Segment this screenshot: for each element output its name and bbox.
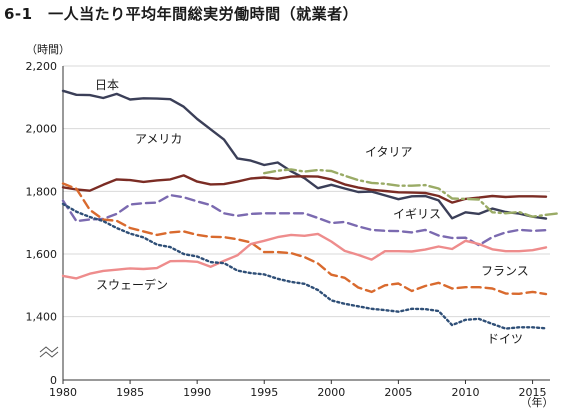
y-unit-label: （時間） <box>26 43 70 56</box>
series-label: ドイツ <box>487 332 523 346</box>
axes: 0 1,400 1,600 1,800 2,000 2,200 1980 1985 1990 19… <box>26 43 554 409</box>
x-tick-label: 2010 <box>451 386 479 399</box>
series-line-アメリカ <box>61 174 548 204</box>
series-lines <box>61 89 561 330</box>
series-line-イタリア <box>263 168 561 218</box>
x-tick-label: 2000 <box>317 386 345 399</box>
x-tick-label: 1980 <box>49 386 77 399</box>
y-tick-label: 1,600 <box>26 248 58 261</box>
page-title: 6-1 一人当たり平均年間総実労働時間（就業者） <box>4 5 359 23</box>
x-tick-label: 1990 <box>183 386 211 399</box>
series-label: 日本 <box>95 78 119 92</box>
y-tick-label: 2,200 <box>26 60 58 73</box>
axis-break-mark <box>39 351 59 358</box>
series-label: フランス <box>481 264 529 278</box>
series-line-スウェーデン <box>61 232 548 280</box>
x-unit-label: （年） <box>521 395 554 409</box>
series-line-日本 <box>61 89 548 220</box>
axis-break-mark <box>39 346 59 353</box>
series-label: スウェーデン <box>96 277 168 292</box>
series-label: イタリア <box>365 145 413 159</box>
x-tick-label: 2015 <box>519 386 547 399</box>
x-tick-label: 1995 <box>250 386 278 399</box>
series-label: アメリカ <box>135 132 182 146</box>
y-tick-label: 2,000 <box>26 123 58 136</box>
grid <box>63 65 550 381</box>
series-label: イギリス <box>393 207 441 221</box>
y-tick-label: 1,800 <box>26 185 58 198</box>
series-line-ドイツ <box>61 202 548 330</box>
x-tick-label: 1985 <box>116 386 144 399</box>
x-tick-label: 2005 <box>384 386 412 399</box>
series-line-イギリス <box>61 193 548 247</box>
series-line-フランス <box>61 182 548 296</box>
y-tick-label: 1,400 <box>26 311 58 324</box>
y-tick-label: 0 <box>50 374 57 387</box>
